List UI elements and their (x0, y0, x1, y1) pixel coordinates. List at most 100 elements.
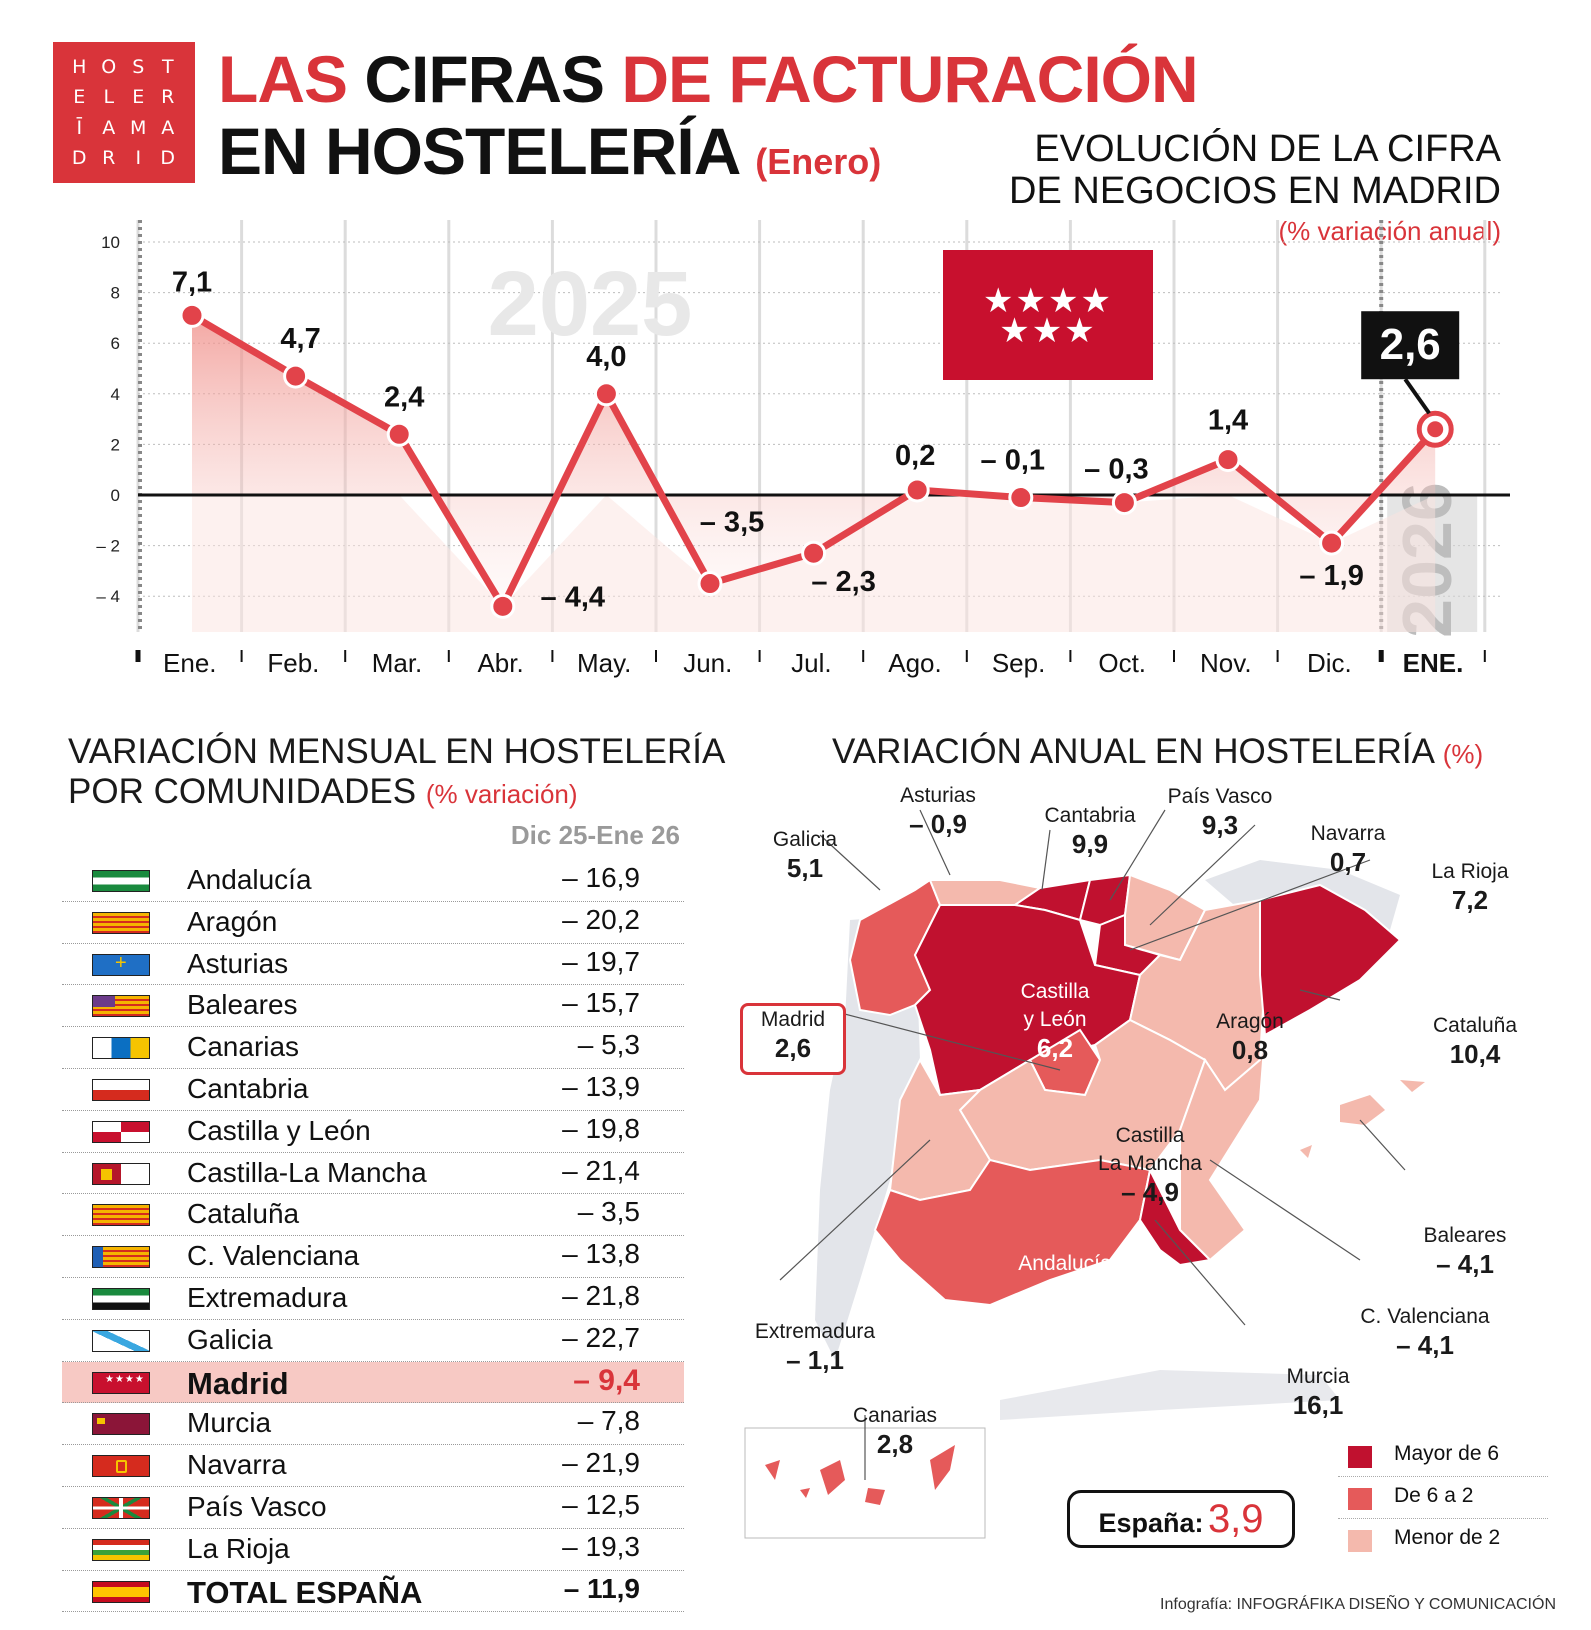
leader-line (1359, 1119, 1406, 1171)
data-point (1215, 447, 1241, 473)
map-label-pais-vasco: País Vasco 9,3 (1160, 783, 1280, 842)
y-tick-label: 8 (111, 284, 120, 303)
monthly-unit: (% variación) (425, 779, 578, 809)
map-label-castilla-leon: Castilla y León 6,2 (1000, 978, 1110, 1065)
table-row: Extremadura – 21,8 (62, 1278, 684, 1320)
region-name: Castilla (1020, 980, 1090, 1003)
region-name: Navarra (1310, 822, 1386, 845)
canarias-island (865, 1488, 885, 1505)
table-row: C. Valenciana – 13,8 (62, 1236, 684, 1278)
x-tick-label: ENE. (1403, 648, 1464, 678)
logo-letter: M (130, 116, 148, 139)
map-label-cataluna: Cataluña 10,4 (1420, 1012, 1530, 1071)
credit-prefix: Infografía: (1160, 1596, 1233, 1613)
credit-line: Infografía: INFOGRÁFIKA DISEÑO Y COMUNIC… (1160, 1596, 1556, 1614)
region-value: 5,1 (786, 853, 824, 883)
credit-name: INFOGRÁFIKA DISEÑO Y COMUNICACIÓN (1236, 1596, 1556, 1613)
leader-line (779, 1139, 931, 1281)
y-tick-label: 0 (111, 486, 120, 505)
row-value: – 21,8 (562, 1279, 640, 1311)
region-value: 2,8 (876, 1429, 914, 1459)
row-value: – 20,2 (562, 903, 640, 935)
baleares-region (1340, 1095, 1385, 1125)
logo-letter: R (161, 86, 176, 109)
data-point (904, 477, 930, 503)
pais-vasco-flag (92, 1496, 150, 1519)
logo-letter: H (72, 56, 88, 79)
row-name: Aragón (187, 905, 278, 937)
x-tick-label: Jun. (683, 648, 732, 678)
highlight-label-box (1361, 311, 1460, 380)
canarias-flag (92, 1037, 150, 1060)
y-tick-label: – 2 (96, 537, 120, 556)
x-tick-label: Feb. (267, 648, 319, 678)
legend-item: Menor de 2 (1338, 1520, 1548, 1560)
row-name: Canarias (187, 1031, 300, 1063)
region-name: Baleares (1423, 1224, 1507, 1247)
y-tick-label: 2 (111, 435, 120, 454)
chart-title-line2: DE NEGOCIOS EN MADRID (1009, 170, 1501, 212)
navarra-flag (92, 1455, 150, 1478)
map-label-valenciana: C. Valenciana – 4,1 (1350, 1303, 1500, 1362)
logo-letter: E (132, 86, 146, 109)
region-name: Cantabria (1044, 804, 1136, 827)
map-label-cantabria: Cantabria 9,9 (1035, 802, 1145, 861)
map-label-castilla-la-mancha: Castilla La Mancha – 4,9 (1085, 1122, 1215, 1209)
leader-line (1209, 1159, 1361, 1261)
region-name: Extremadura (754, 1320, 876, 1343)
region-value: 0,7 (1329, 847, 1367, 877)
legend-item: Mayor de 6 (1338, 1436, 1548, 1477)
la-rioja-flag (92, 1538, 150, 1561)
data-label: – 2,3 (811, 566, 876, 598)
region-name: Castilla (1115, 1124, 1185, 1147)
canarias-island (820, 1460, 845, 1495)
leader-line (919, 809, 951, 876)
x-tick-label: Dic. (1307, 648, 1352, 678)
region-value: 9,3 (1201, 810, 1239, 840)
map-label-canarias: Canarias 2,8 (845, 1402, 945, 1461)
row-value: – 11,9 (563, 1572, 640, 1604)
data-label: 4,7 (280, 323, 320, 355)
row-name: La Rioja (187, 1532, 290, 1564)
logo-letter: T (161, 56, 175, 79)
page-title-line1: LAS CIFRAS DE FACTURACIÓN (218, 42, 1199, 116)
table-row: Aragón – 20,2 (62, 902, 684, 944)
region-name: Canarias (852, 1404, 938, 1427)
annual-unit: (%) (1442, 739, 1484, 769)
madrid-flag-stars-bottom: ★★★ (999, 312, 1096, 350)
logo-letter: O (101, 56, 118, 79)
data-label: – 0,1 (981, 445, 1046, 477)
data-point (283, 363, 309, 389)
region-name: Aragón (1216, 1010, 1284, 1033)
andalucia-flag (92, 870, 150, 892)
leader-line (1129, 859, 1371, 951)
cataluna-flag (92, 1204, 150, 1227)
monthly-title-line2: POR COMUNIDADES (68, 772, 417, 811)
row-name: País Vasco (187, 1490, 327, 1522)
table-row: Navarra – 21,9 (62, 1445, 684, 1487)
leader-line (1154, 1219, 1246, 1326)
row-value: – 19,7 (562, 945, 640, 977)
region-value: 2,6 (774, 1033, 812, 1063)
madrid-flag-stars-top: ★★★★ (983, 282, 1113, 320)
baleares-flag (92, 995, 150, 1018)
region-value: – 4,1 (1436, 1249, 1494, 1279)
data-label: 0,2 (895, 440, 935, 472)
region-value: – 0,9 (909, 809, 967, 839)
row-name: Murcia (187, 1407, 272, 1439)
area-fill (192, 315, 1436, 607)
map-label-navarra: Navarra 0,7 (1298, 820, 1398, 879)
highlight-pointer (1403, 378, 1431, 415)
x-tick-label: Oct. (1098, 648, 1146, 678)
table-row: Cantabria – 13,9 (62, 1069, 684, 1111)
legend-label: Menor de 2 (1394, 1526, 1501, 1549)
page-title-line2: EN HOSTELERÍA (Enero) (218, 114, 881, 199)
row-name: TOTAL ESPAÑA (187, 1574, 423, 1610)
annual-title: VARIACIÓN ANUAL EN HOSTELERÍA (%) (832, 732, 1483, 774)
region-name: Murcia (1286, 1365, 1350, 1388)
monthly-title: VARIACIÓN MENSUAL EN HOSTELERÍA POR COMU… (68, 732, 725, 814)
region-value: – 4,9 (1121, 1177, 1179, 1207)
leader-line (809, 1004, 1061, 1071)
row-name: Extremadura (187, 1281, 348, 1313)
